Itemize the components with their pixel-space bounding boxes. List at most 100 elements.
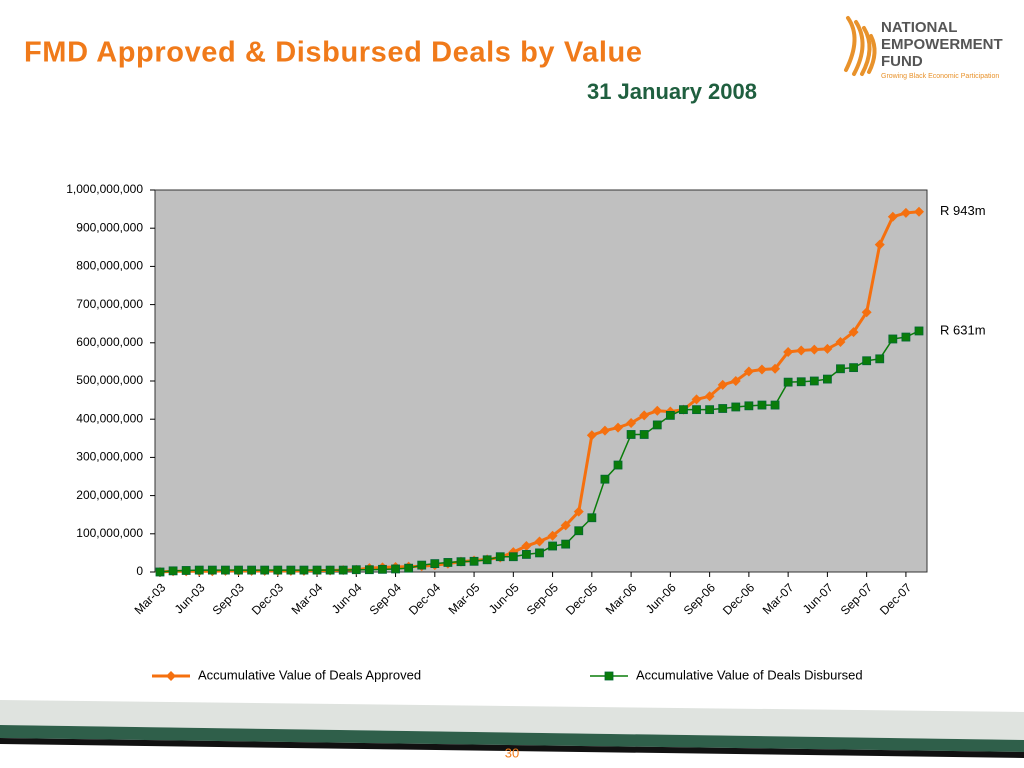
data-point (770, 400, 780, 410)
data-point (626, 418, 637, 429)
data-point (849, 363, 858, 373)
logo-stroke (844, 16, 857, 72)
data-point (914, 206, 924, 217)
data-point (155, 567, 165, 577)
data-point (692, 405, 701, 415)
data-point (599, 425, 610, 436)
data-point (743, 366, 754, 377)
data-point (508, 552, 518, 562)
data-point (364, 565, 374, 575)
data-point (600, 474, 610, 484)
data-point (704, 391, 715, 402)
footer-light (0, 700, 1024, 740)
data-point (756, 364, 767, 375)
data-point (522, 550, 531, 559)
data-point (521, 541, 532, 552)
data-point (783, 377, 793, 387)
data-point (430, 559, 440, 568)
data-point (166, 671, 176, 681)
legend-label: Accumulative Value of Deals Disbursed (636, 667, 863, 682)
data-point (652, 405, 663, 416)
data-point (534, 536, 545, 547)
data-point (378, 564, 387, 574)
data-point (573, 506, 584, 517)
data-point (456, 557, 466, 567)
data-point (482, 555, 492, 565)
data-point (613, 422, 624, 433)
data-point (260, 565, 270, 575)
data-point (718, 404, 728, 413)
data-point (604, 671, 614, 681)
footer-dark (0, 738, 1024, 758)
data-point (613, 460, 623, 470)
data-point (875, 354, 885, 364)
data-point (770, 363, 781, 374)
y-tick-label: 900,000,000 (76, 220, 143, 234)
y-tick-label: 100,000,000 (76, 526, 143, 540)
data-point (391, 564, 400, 574)
y-tick-label: 0 (136, 564, 143, 578)
data-point (836, 364, 845, 374)
data-point (561, 539, 571, 549)
data-point (469, 556, 479, 566)
data-point (312, 565, 322, 575)
logo-icon (844, 16, 877, 76)
y-tick-label: 300,000,000 (76, 450, 143, 464)
data-point (338, 565, 348, 575)
data-point (888, 334, 898, 344)
chart-title: FMD Approved & Disbursed Deals by Value (24, 37, 642, 69)
data-point (417, 560, 427, 570)
data-point (548, 541, 557, 551)
data-point (273, 565, 283, 575)
data-point (626, 430, 636, 439)
data-point (247, 565, 257, 575)
data-point (731, 402, 741, 412)
logo-tagline: Growing Black Economic Participation (881, 73, 999, 80)
y-tick-label: 800,000,000 (76, 259, 143, 273)
data-point (587, 513, 597, 523)
data-point (887, 211, 898, 222)
data-point (822, 374, 832, 384)
data-point (848, 327, 859, 338)
logo-stroke (860, 26, 872, 76)
page-number: 30 (505, 745, 519, 760)
data-point (835, 337, 846, 348)
data-point (299, 565, 309, 575)
data-point (351, 565, 361, 575)
data-point (809, 344, 820, 355)
y-tick-label: 400,000,000 (76, 411, 143, 425)
logo-text: EMPOWERMENT (881, 36, 1003, 53)
data-point (691, 394, 702, 405)
logo-text: FUND (881, 53, 923, 70)
y-tick-label: 700,000,000 (76, 297, 143, 311)
data-point (639, 430, 649, 439)
end-label: R 943m (940, 203, 986, 218)
data-point (679, 405, 688, 415)
data-point (652, 420, 662, 430)
data-point (547, 530, 558, 541)
data-point (822, 343, 833, 354)
data-point (404, 563, 414, 573)
data-point (181, 566, 191, 575)
data-point (221, 565, 230, 575)
footer-green (0, 725, 1024, 752)
data-point (586, 430, 597, 441)
data-point (796, 345, 807, 356)
data-point (914, 326, 924, 336)
data-point (639, 410, 650, 421)
data-point (560, 520, 571, 531)
data-point (286, 565, 296, 575)
y-tick-label: 500,000,000 (76, 373, 143, 387)
y-tick-label: 600,000,000 (76, 335, 143, 349)
data-point (705, 405, 715, 415)
data-point (443, 558, 453, 567)
data-point (744, 401, 754, 411)
data-point (665, 410, 675, 420)
y-tick-label: 200,000,000 (76, 488, 143, 502)
data-point (796, 377, 806, 387)
data-point (757, 400, 767, 410)
y-tick-label: 1,000,000,000 (66, 182, 143, 196)
data-point (901, 332, 911, 342)
logo-stroke (852, 20, 865, 76)
data-point (862, 356, 872, 366)
